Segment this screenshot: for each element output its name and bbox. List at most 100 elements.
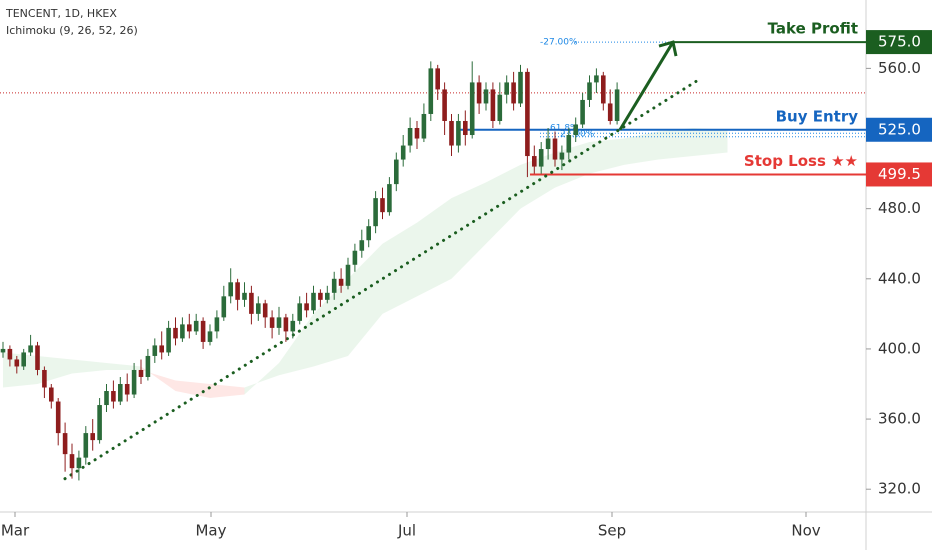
ichimoku-cloud [279, 313, 314, 376]
candle-body [331, 278, 337, 293]
candle-body [394, 159, 399, 185]
candle-body [173, 327, 178, 339]
candle-body [256, 303, 261, 314]
ichimoku-cloud [72, 359, 107, 374]
candle-body [214, 317, 220, 332]
ichimoku-cloud [210, 384, 245, 399]
candle-body [90, 433, 95, 441]
candle-body [269, 317, 275, 328]
x-tick-label: Nov [791, 522, 820, 540]
candle-body [532, 156, 537, 167]
candle-body [407, 128, 413, 146]
candle-body [138, 369, 144, 377]
candle-body [469, 82, 475, 136]
candle-body [104, 391, 109, 406]
candle-body [21, 352, 26, 367]
ichimoku-cloud [244, 362, 279, 395]
candle-body [601, 75, 606, 104]
ichimoku-cloud [106, 362, 141, 370]
candle-body [49, 387, 54, 402]
y-tick-label: 320.0 [878, 480, 921, 498]
candle-body [511, 82, 516, 104]
level-label: Stop Loss ★★ [744, 152, 858, 170]
level-price-label: 499.5 [878, 165, 921, 183]
candle-body [566, 135, 572, 153]
candle-body [400, 145, 406, 160]
ichimoku-cloud [693, 128, 728, 157]
candle-body [55, 401, 61, 434]
ichimoku-cloud [555, 142, 590, 188]
x-tick-label: Sep [598, 522, 626, 540]
candle-body [166, 327, 171, 353]
candle-body [76, 457, 82, 469]
candle-body [497, 94, 503, 121]
y-tick-label: 440.0 [878, 269, 921, 287]
candle-body [359, 240, 365, 251]
x-tick-label: Mar [1, 522, 30, 540]
candle-body [221, 296, 227, 318]
candle-body [145, 355, 151, 377]
candle-body [187, 324, 192, 332]
candle-body [573, 124, 578, 136]
candle-body [456, 120, 461, 146]
candle-body [352, 250, 358, 265]
ichimoku-cloud [520, 152, 555, 209]
candle-body [290, 320, 296, 332]
ichimoku-cloud [348, 243, 383, 356]
arrow-shaft [618, 41, 675, 131]
ichimoku-cloud [141, 366, 176, 392]
candle-body [111, 391, 116, 402]
level-price-box [866, 162, 932, 187]
candle-body [28, 345, 33, 353]
candle-body [442, 89, 447, 121]
candle-body [518, 71, 523, 104]
level-label: Buy Entry [776, 107, 859, 125]
candle-body [131, 369, 137, 395]
candle-body [580, 99, 585, 125]
candle-body [283, 317, 289, 332]
candle-body [538, 149, 544, 167]
ichimoku-cloud [175, 380, 210, 399]
ichimoku-cloud [417, 198, 452, 297]
candle-body [483, 89, 489, 104]
candle-body [387, 184, 392, 213]
candle-body [428, 68, 434, 114]
candle-body [463, 120, 468, 136]
candle-body [62, 433, 68, 455]
candle-body [607, 103, 613, 121]
candle-body [318, 292, 323, 300]
candle-body [14, 359, 20, 367]
candle-body [297, 303, 302, 321]
level-label: Take Profit [768, 20, 858, 38]
candle-body [200, 320, 206, 342]
candle-body [42, 369, 47, 388]
candle-body [311, 292, 316, 311]
candle-body [552, 138, 558, 160]
candle-body [545, 138, 551, 150]
candle-body [97, 405, 102, 441]
chart-title: TENCENT, 1D, HKEX [5, 7, 117, 20]
candle-body [373, 198, 378, 227]
candle-body [69, 454, 75, 469]
candle-body [159, 345, 164, 353]
candle-body [504, 82, 509, 95]
candle-body [180, 324, 185, 339]
candle-body [35, 345, 40, 370]
level-price-box [866, 117, 932, 142]
candle-body [235, 282, 240, 300]
candle-body [559, 152, 565, 160]
candle-body [304, 303, 309, 311]
candle-body [242, 292, 247, 300]
candle-body [0, 348, 6, 353]
candle-body [83, 433, 89, 458]
candle-body [193, 320, 199, 332]
level-price-label: 525.0 [878, 120, 921, 138]
candle-body [366, 226, 371, 241]
ichimoku-cloud [451, 182, 486, 279]
indicator-name: Ichimoku (9, 26, 52, 26) [6, 24, 138, 37]
candle-body [249, 292, 254, 314]
x-tick-label: May [195, 522, 226, 540]
candle-body [325, 292, 330, 300]
